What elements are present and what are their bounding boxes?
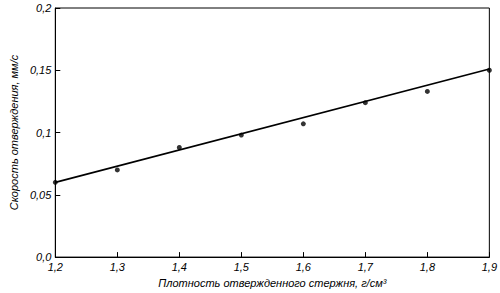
svg-text:0,05: 0,05: [30, 189, 52, 201]
svg-text:Скорость отверждения, мм/с: Скорость отверждения, мм/с: [8, 54, 20, 210]
svg-text:1,3: 1,3: [110, 261, 126, 273]
svg-text:1,7: 1,7: [358, 261, 374, 273]
svg-text:1,6: 1,6: [296, 261, 312, 273]
svg-text:0,0: 0,0: [36, 251, 52, 264]
svg-text:1,8: 1,8: [420, 261, 436, 273]
svg-text:Плотность отвержденного стержн: Плотность отвержденного стержня, г/см³: [158, 277, 386, 289]
svg-text:1,9: 1,9: [482, 261, 497, 273]
svg-text:0,2: 0,2: [36, 2, 51, 14]
svg-text:0,15: 0,15: [30, 64, 52, 76]
svg-text:1,4: 1,4: [172, 261, 187, 273]
svg-text:0,1: 0,1: [36, 127, 51, 139]
svg-text:1,5: 1,5: [234, 261, 250, 273]
svg-text:1,2: 1,2: [48, 261, 63, 273]
